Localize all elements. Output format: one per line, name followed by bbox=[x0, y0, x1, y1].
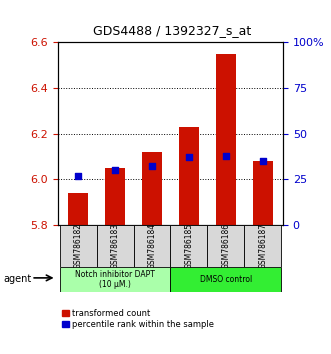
Bar bbox=[60, 225, 97, 267]
Bar bbox=[253, 161, 273, 225]
Point bbox=[260, 158, 265, 164]
Text: GSM786187: GSM786187 bbox=[258, 223, 267, 269]
Text: Notch inhibitor DAPT
(10 μM.): Notch inhibitor DAPT (10 μM.) bbox=[75, 270, 155, 289]
Bar bbox=[142, 152, 162, 225]
Text: GSM786184: GSM786184 bbox=[148, 223, 157, 269]
Text: GSM786182: GSM786182 bbox=[74, 223, 83, 269]
Legend: transformed count, percentile rank within the sample: transformed count, percentile rank withi… bbox=[62, 309, 214, 329]
Text: GDS4488 / 1392327_s_at: GDS4488 / 1392327_s_at bbox=[93, 24, 251, 37]
Text: GSM786183: GSM786183 bbox=[111, 223, 119, 269]
Text: agent: agent bbox=[3, 274, 31, 284]
Text: GSM786185: GSM786185 bbox=[184, 223, 193, 269]
Bar bbox=[68, 193, 88, 225]
Bar bbox=[179, 127, 199, 225]
Bar bbox=[60, 267, 170, 292]
Point bbox=[223, 153, 228, 158]
Bar bbox=[207, 225, 244, 267]
Bar bbox=[170, 225, 207, 267]
Bar bbox=[216, 54, 236, 225]
Bar bbox=[244, 225, 281, 267]
Bar bbox=[105, 168, 125, 225]
Bar bbox=[97, 225, 134, 267]
Point bbox=[186, 154, 192, 160]
Bar bbox=[170, 267, 281, 292]
Bar bbox=[134, 225, 170, 267]
Point bbox=[113, 167, 118, 173]
Text: GSM786186: GSM786186 bbox=[221, 223, 230, 269]
Text: DMSO control: DMSO control bbox=[200, 275, 252, 284]
Point bbox=[149, 164, 155, 169]
Point bbox=[75, 173, 81, 178]
